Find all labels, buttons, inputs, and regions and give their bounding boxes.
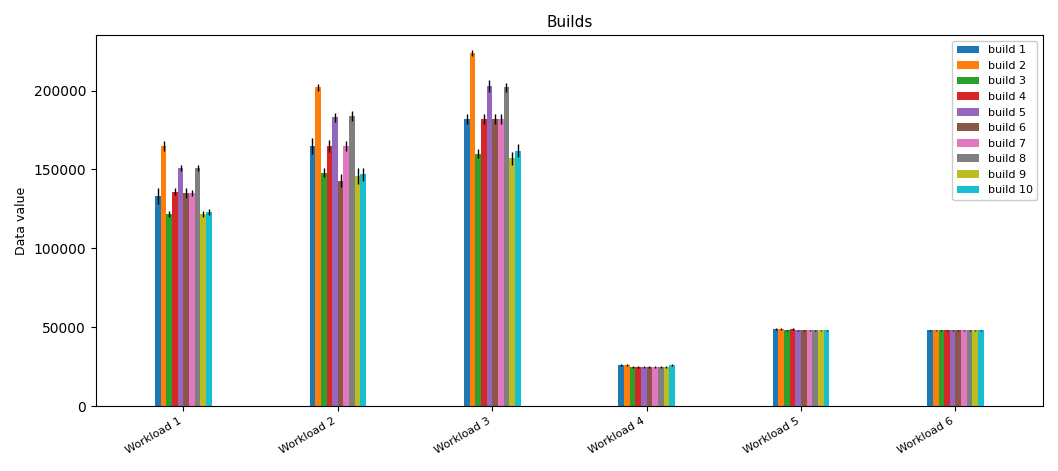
Bar: [481, 119, 487, 406]
Bar: [195, 168, 200, 406]
Bar: [315, 88, 321, 406]
Bar: [515, 151, 521, 406]
Bar: [801, 331, 807, 406]
Bar: [636, 367, 641, 406]
Bar: [338, 180, 344, 406]
Bar: [156, 196, 161, 406]
Bar: [927, 331, 933, 406]
Bar: [972, 331, 979, 406]
Bar: [663, 367, 670, 406]
Bar: [955, 331, 961, 406]
Bar: [944, 331, 950, 406]
Bar: [200, 214, 206, 406]
Legend: build 1, build 2, build 3, build 4, build 5, build 6, build 7, build 8, build 9,: build 1, build 2, build 3, build 4, buil…: [952, 41, 1038, 200]
Bar: [509, 158, 515, 406]
Bar: [349, 116, 354, 406]
Bar: [818, 331, 824, 406]
Bar: [470, 53, 475, 406]
Bar: [950, 331, 955, 406]
Bar: [624, 365, 630, 406]
Bar: [354, 176, 361, 406]
Bar: [824, 331, 829, 406]
Bar: [938, 331, 944, 406]
Bar: [784, 331, 789, 406]
Y-axis label: Data value: Data value: [15, 187, 28, 255]
Bar: [772, 329, 779, 406]
Bar: [475, 154, 481, 406]
Bar: [492, 119, 498, 406]
Bar: [332, 117, 338, 406]
Bar: [487, 86, 492, 406]
Bar: [961, 331, 967, 406]
Bar: [504, 88, 509, 406]
Bar: [813, 331, 818, 406]
Bar: [183, 193, 189, 406]
Bar: [933, 331, 938, 406]
Bar: [310, 146, 315, 406]
Bar: [779, 329, 784, 406]
Bar: [166, 214, 172, 406]
Bar: [641, 367, 646, 406]
Bar: [967, 331, 972, 406]
Bar: [807, 331, 813, 406]
Bar: [321, 173, 327, 406]
Bar: [658, 367, 663, 406]
Bar: [189, 193, 195, 406]
Bar: [670, 365, 675, 406]
Bar: [206, 212, 212, 406]
Bar: [498, 119, 504, 406]
Title: Builds: Builds: [546, 15, 592, 30]
Bar: [630, 367, 636, 406]
Bar: [161, 146, 166, 406]
Bar: [789, 329, 796, 406]
Bar: [178, 168, 183, 406]
Bar: [463, 119, 470, 406]
Bar: [796, 331, 801, 406]
Bar: [361, 174, 366, 406]
Bar: [172, 192, 178, 406]
Bar: [618, 365, 624, 406]
Bar: [646, 367, 653, 406]
Bar: [327, 146, 332, 406]
Bar: [653, 367, 658, 406]
Bar: [344, 146, 349, 406]
Bar: [979, 331, 984, 406]
